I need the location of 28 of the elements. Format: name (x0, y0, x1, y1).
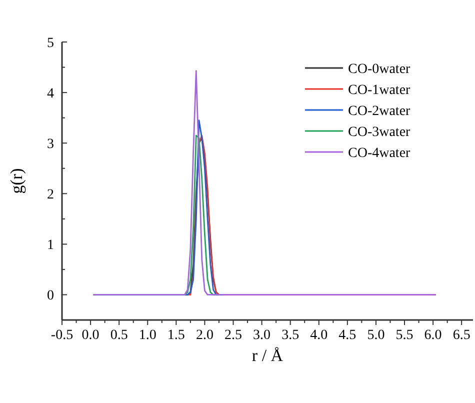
legend-label: CO-1water (348, 83, 411, 98)
x-tick-label: 3.5 (282, 328, 300, 343)
text: 3.0 (253, 328, 271, 343)
x-tick-label: 2.5 (224, 328, 242, 343)
text: 2.0 (196, 328, 214, 343)
x-tick-label: -0.5 (50, 328, 74, 343)
y-tick-label: 2 (47, 188, 54, 203)
x-axis-title: r / Å (252, 346, 284, 365)
x-tick-label: 4.5 (338, 328, 356, 343)
legend-label: CO-2water (348, 104, 411, 119)
y-tick-label: 4 (47, 86, 54, 102)
x-tick-label: 5.5 (396, 328, 414, 343)
y-tick-label: 1 (47, 238, 54, 254)
x-tick-label: 0.5 (110, 328, 128, 343)
y-tick-label: 5 (47, 36, 54, 51)
text: 1.0 (138, 328, 156, 343)
legend-label: CO-4water (348, 146, 411, 161)
text: 6.0 (424, 328, 442, 343)
text: 4.0 (310, 328, 328, 343)
y-tick-label: 0 (47, 288, 54, 304)
x-tick-label: 1.5 (167, 328, 185, 343)
text: 5.0 (367, 328, 385, 343)
text: 0.0 (82, 328, 100, 343)
y-axis-title: g(r) (7, 168, 26, 194)
legend-label: CO-3water (348, 125, 411, 140)
y-tick-label: 3 (47, 137, 54, 152)
x-tick-label: 6.5 (452, 328, 470, 343)
legend-label: CO-0water (348, 62, 411, 77)
